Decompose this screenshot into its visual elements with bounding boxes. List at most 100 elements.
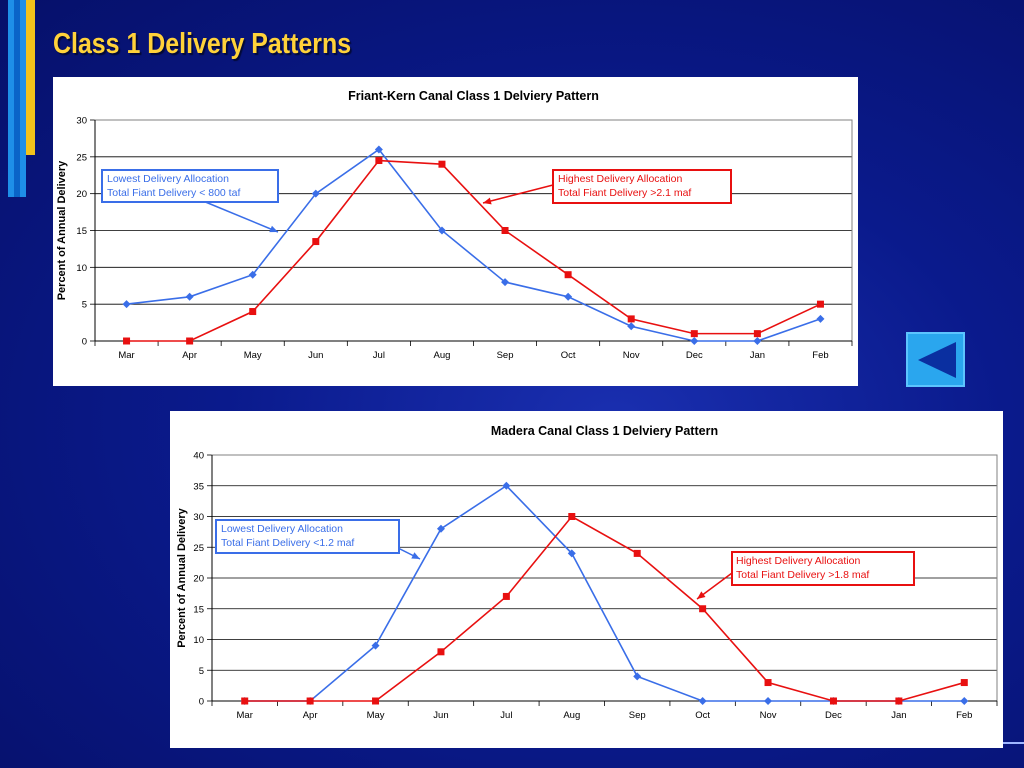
y-tick-label: 40 — [193, 451, 204, 462]
annotation-text: Lowest Delivery Allocation — [107, 173, 229, 185]
annotation-arrow — [482, 184, 554, 204]
data-point-highest — [123, 337, 131, 345]
data-point-highest — [564, 271, 572, 279]
data-point-highest — [186, 337, 194, 345]
x-tick-label: Feb — [812, 350, 828, 361]
series-line-lowest — [126, 148, 821, 342]
x-tick-label: Sep — [497, 350, 514, 361]
x-tick-label: Oct — [695, 710, 710, 721]
series-line-highest — [126, 159, 821, 342]
data-point-highest — [895, 697, 903, 705]
decor-line — [1003, 742, 1024, 744]
y-tick-label: 10 — [76, 263, 87, 274]
data-point-highest — [375, 157, 383, 165]
data-point-lowest — [698, 697, 707, 705]
data-point-lowest — [633, 672, 642, 681]
y-tick-label: 10 — [193, 635, 204, 646]
x-tick-label: Dec — [686, 350, 703, 361]
data-point-lowest — [185, 292, 194, 301]
data-point-highest — [306, 697, 314, 705]
annotation-text: Lowest Delivery Allocation — [221, 523, 343, 535]
data-point-lowest — [753, 337, 762, 345]
x-tick-label: Oct — [561, 350, 576, 361]
data-point-highest — [501, 227, 509, 234]
annotation-text: Total Fiant Delivery >2.1 maf — [558, 187, 691, 199]
x-tick-label: Jul — [500, 710, 512, 721]
data-point-lowest — [564, 292, 573, 301]
y-tick-label: 5 — [82, 300, 87, 311]
x-tick-label: Jul — [373, 350, 385, 361]
y-tick-label: 15 — [76, 226, 87, 237]
x-tick-label: May — [367, 710, 385, 721]
y-tick-label: 35 — [193, 481, 204, 492]
data-point-highest — [633, 549, 641, 557]
data-point-highest — [690, 330, 698, 338]
y-tick-label: 0 — [82, 337, 87, 348]
x-tick-label: Jun — [308, 350, 323, 361]
data-point-lowest — [627, 322, 636, 331]
data-point-highest — [502, 592, 510, 600]
data-point-lowest — [374, 145, 383, 154]
back-button[interactable] — [906, 332, 965, 387]
x-tick-label: Sep — [629, 710, 646, 721]
x-tick-label: Mar — [237, 710, 253, 721]
annotation-text: Highest Delivery Allocation — [736, 555, 860, 567]
data-point-lowest — [816, 314, 825, 323]
x-tick-label: Apr — [182, 350, 197, 361]
data-point-lowest — [690, 337, 699, 345]
y-tick-label: 25 — [193, 543, 204, 554]
data-point-highest — [249, 308, 257, 316]
madera-chart: Madera Canal Class 1 Delviery Pattern Per… — [170, 411, 1003, 748]
x-tick-label: Feb — [956, 710, 972, 721]
data-point-highest — [764, 679, 772, 687]
data-point-highest — [241, 697, 249, 705]
annotation-box — [215, 519, 400, 554]
data-point-highest — [568, 513, 576, 520]
series-line-lowest — [244, 484, 965, 702]
data-point-lowest — [436, 524, 445, 533]
back-arrow-icon — [918, 342, 956, 378]
x-tick-label: May — [244, 350, 262, 361]
annotation-box — [552, 169, 732, 204]
slide-title: Class 1 Delivery Patterns — [53, 28, 352, 60]
annotation-text: Total Fiant Delivery < 800 taf — [107, 187, 240, 199]
data-point-highest — [437, 648, 445, 656]
annotation-text: Highest Delivery Allocation — [558, 173, 682, 185]
y-axis-label: Percent of Annual Delivery — [56, 160, 68, 300]
y-tick-label: 20 — [76, 189, 87, 200]
data-point-highest — [816, 300, 824, 308]
data-point-highest — [438, 160, 446, 168]
y-tick-label: 30 — [76, 116, 87, 127]
data-point-highest — [627, 315, 635, 323]
x-tick-label: Jan — [891, 710, 906, 721]
data-point-lowest — [311, 189, 320, 198]
x-tick-label: Nov — [623, 350, 640, 361]
annotation-box — [731, 551, 915, 586]
annotation-arrow — [202, 200, 279, 233]
x-tick-label: Aug — [434, 350, 451, 361]
x-tick-label: Dec — [825, 710, 842, 721]
data-point-highest — [699, 605, 707, 613]
y-tick-label: 25 — [76, 152, 87, 163]
data-point-lowest — [248, 270, 257, 279]
y-tick-label: 5 — [199, 666, 204, 677]
annotation-text: Total Fiant Delivery <1.2 maf — [221, 537, 354, 549]
annotation-box — [101, 169, 279, 203]
x-tick-label: Nov — [760, 710, 777, 721]
data-point-highest — [312, 238, 320, 246]
data-point-lowest — [764, 697, 773, 705]
data-point-highest — [829, 697, 837, 705]
annotation-arrow-head — [411, 552, 420, 559]
data-point-lowest — [502, 481, 511, 490]
madera-chart-svg: Madera Canal Class 1 Delviery Pattern Per… — [176, 424, 998, 721]
x-tick-label: Apr — [303, 710, 318, 721]
friant-kern-chart-svg: Friant-Kern Canal Class 1 Delviery Patte… — [56, 89, 853, 361]
data-point-highest — [372, 697, 380, 705]
data-point-lowest — [567, 549, 576, 558]
annotation-text: Total Fiant Delivery >1.8 maf — [736, 569, 869, 581]
y-tick-label: 20 — [193, 574, 204, 585]
data-point-lowest — [437, 226, 446, 235]
x-tick-label: Jun — [433, 710, 448, 721]
decor-bar-blue-inner — [14, 0, 20, 197]
annotation-arrow-head — [269, 225, 278, 233]
